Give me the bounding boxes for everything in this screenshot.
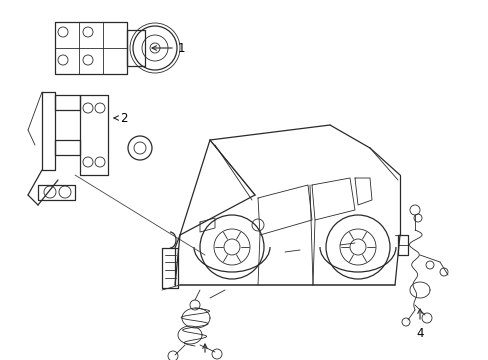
- Text: 1: 1: [178, 41, 185, 54]
- Text: 2: 2: [120, 112, 127, 125]
- Text: 4: 4: [415, 327, 423, 340]
